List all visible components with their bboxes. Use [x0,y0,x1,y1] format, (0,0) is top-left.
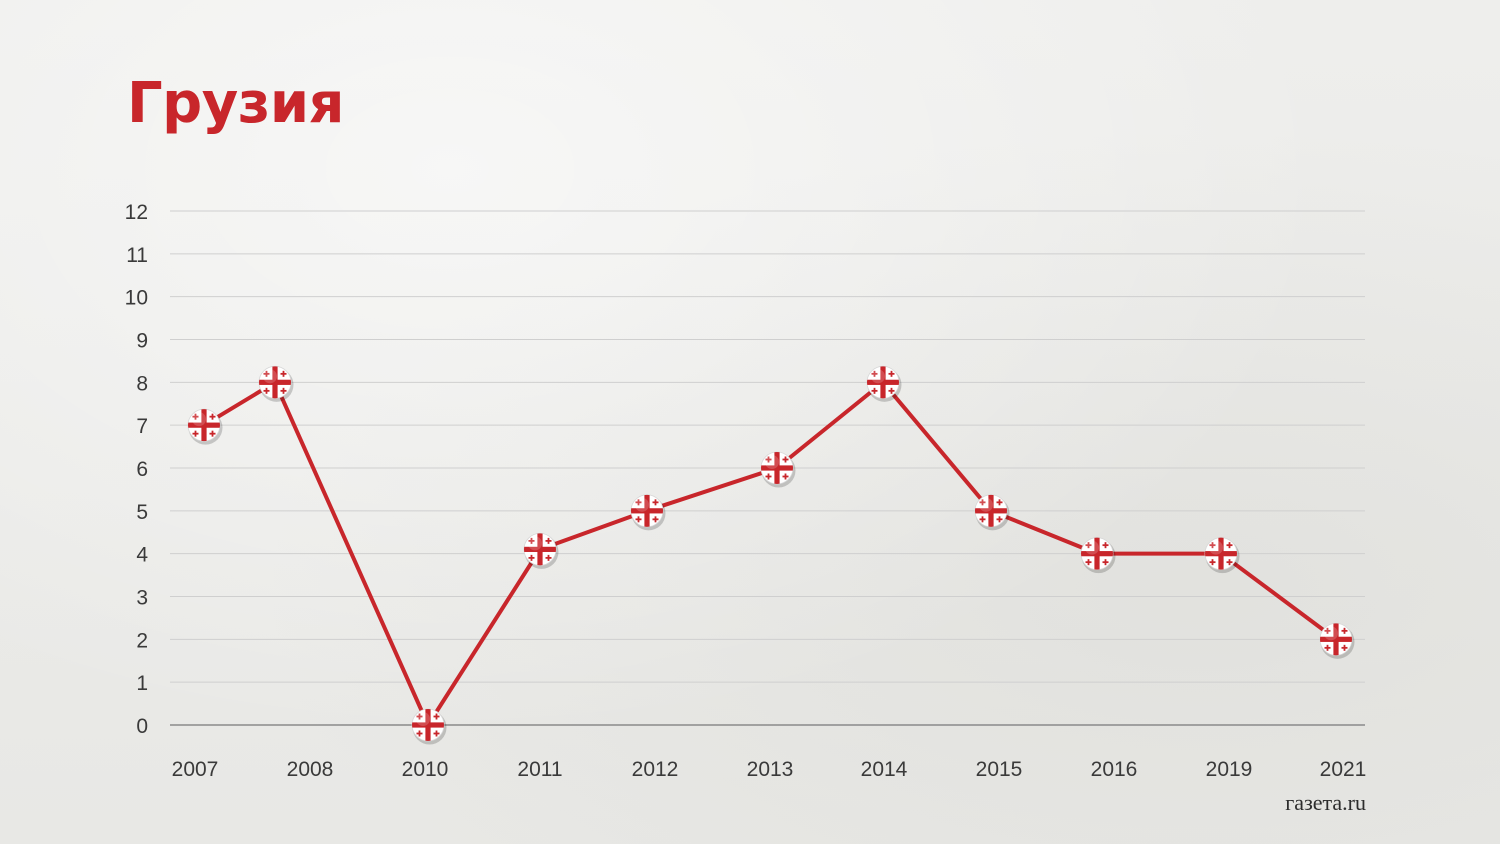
y-tick-label: 1 [136,672,148,695]
data-point-flag-icon [630,494,666,531]
line-segment [775,380,885,470]
y-tick-label: 11 [126,244,148,267]
data-markers [187,365,1355,745]
line-segment [426,547,542,727]
y-tick-label: 7 [136,415,148,438]
y-tick-label: 10 [125,287,148,310]
line-segment [645,466,779,513]
y-tick-label: 2 [136,629,148,652]
y-tick-label: 5 [136,501,148,524]
line-segment [1219,551,1338,642]
line-segment [538,508,649,552]
chart-title: Грузия [127,71,345,136]
data-point-flag-icon [411,708,447,745]
y-tick-label: 12 [125,201,148,224]
x-tick-label: 2012 [632,758,679,781]
y-tick-label: 9 [136,330,148,353]
data-point-flag-icon [1319,622,1355,659]
y-tick-label: 3 [136,587,148,610]
x-tick-label: 2008 [287,758,334,781]
x-axis-ticks: 2007 2008 2010 2011 2012 2013 2014 2015 2016 2019… [172,758,1367,781]
y-tick-label: 0 [136,715,148,738]
data-point-flag-icon [187,408,223,445]
series-line [202,380,1338,727]
x-tick-label: 2019 [1206,758,1253,781]
x-tick-label: 2014 [861,758,908,781]
line-segment [989,508,1099,556]
x-tick-label: 2007 [172,758,219,781]
x-tick-label: 2016 [1091,758,1138,781]
data-point-flag-icon [760,451,796,488]
data-point-flag-icon [1204,537,1240,574]
x-tick-label: 2021 [1320,758,1367,781]
data-point-flag-icon [258,365,294,402]
y-tick-label: 6 [136,458,148,481]
x-tick-label: 2010 [402,758,449,781]
line-segment [881,380,993,513]
data-point-flag-icon [866,365,902,402]
y-tick-label: 8 [136,372,148,395]
source-logo: газета.ru [1285,790,1366,815]
line-segment [273,380,430,727]
data-point-flag-icon [974,494,1010,531]
x-tick-label: 2011 [517,758,562,781]
y-tick-label: 4 [136,544,148,567]
x-tick-label: 2015 [976,758,1023,781]
data-point-flag-icon [523,532,559,569]
x-tick-label: 2013 [747,758,794,781]
data-point-flag-icon [1080,537,1116,574]
